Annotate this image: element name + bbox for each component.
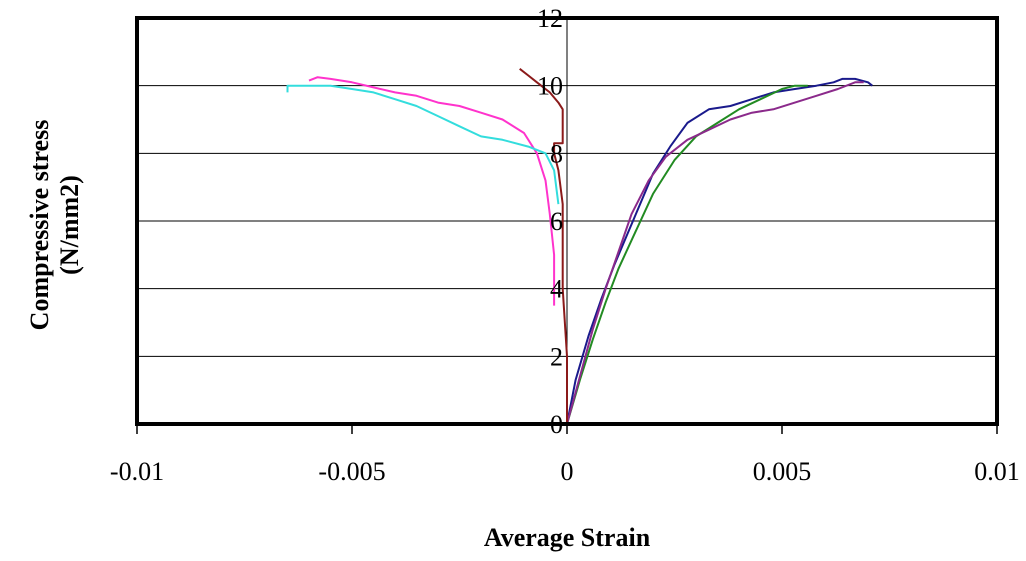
y-tick-label-2: 4: [550, 275, 563, 304]
x-tick-label-4: 0.01: [974, 457, 1020, 486]
series-line-6: [519, 68, 568, 424]
y-tick-label-4: 8: [550, 139, 563, 168]
y-axis-title: Compressive stress (N/mm2): [25, 120, 84, 331]
x-tick-label-1: -0.005: [318, 457, 385, 486]
series-line-5: [286, 84, 560, 205]
plot-area-frame: [135, 16, 999, 426]
series-layer: [286, 68, 873, 425]
series-line-3: [566, 81, 864, 425]
x-axis-tick-labels: -0.01 -0.005 0 0.005 0.01: [110, 457, 1020, 486]
x-tick-label-3: 0.005: [753, 457, 812, 486]
x-axis-title: Average Strain: [484, 523, 651, 552]
series-line-4: [308, 76, 556, 306]
x-tick-label-0: -0.01: [110, 457, 164, 486]
y-tick-label-1: 2: [550, 342, 563, 371]
y-axis-title-line-1: Compressive stress: [25, 120, 54, 331]
y-tick-label-3: 6: [550, 207, 563, 236]
series-line-2: [566, 84, 808, 425]
y-tick-label-5: 10: [537, 72, 563, 101]
x-tick-label-2: 0: [561, 457, 574, 486]
y-axis-title-line-2: (N/mm2): [55, 175, 84, 275]
